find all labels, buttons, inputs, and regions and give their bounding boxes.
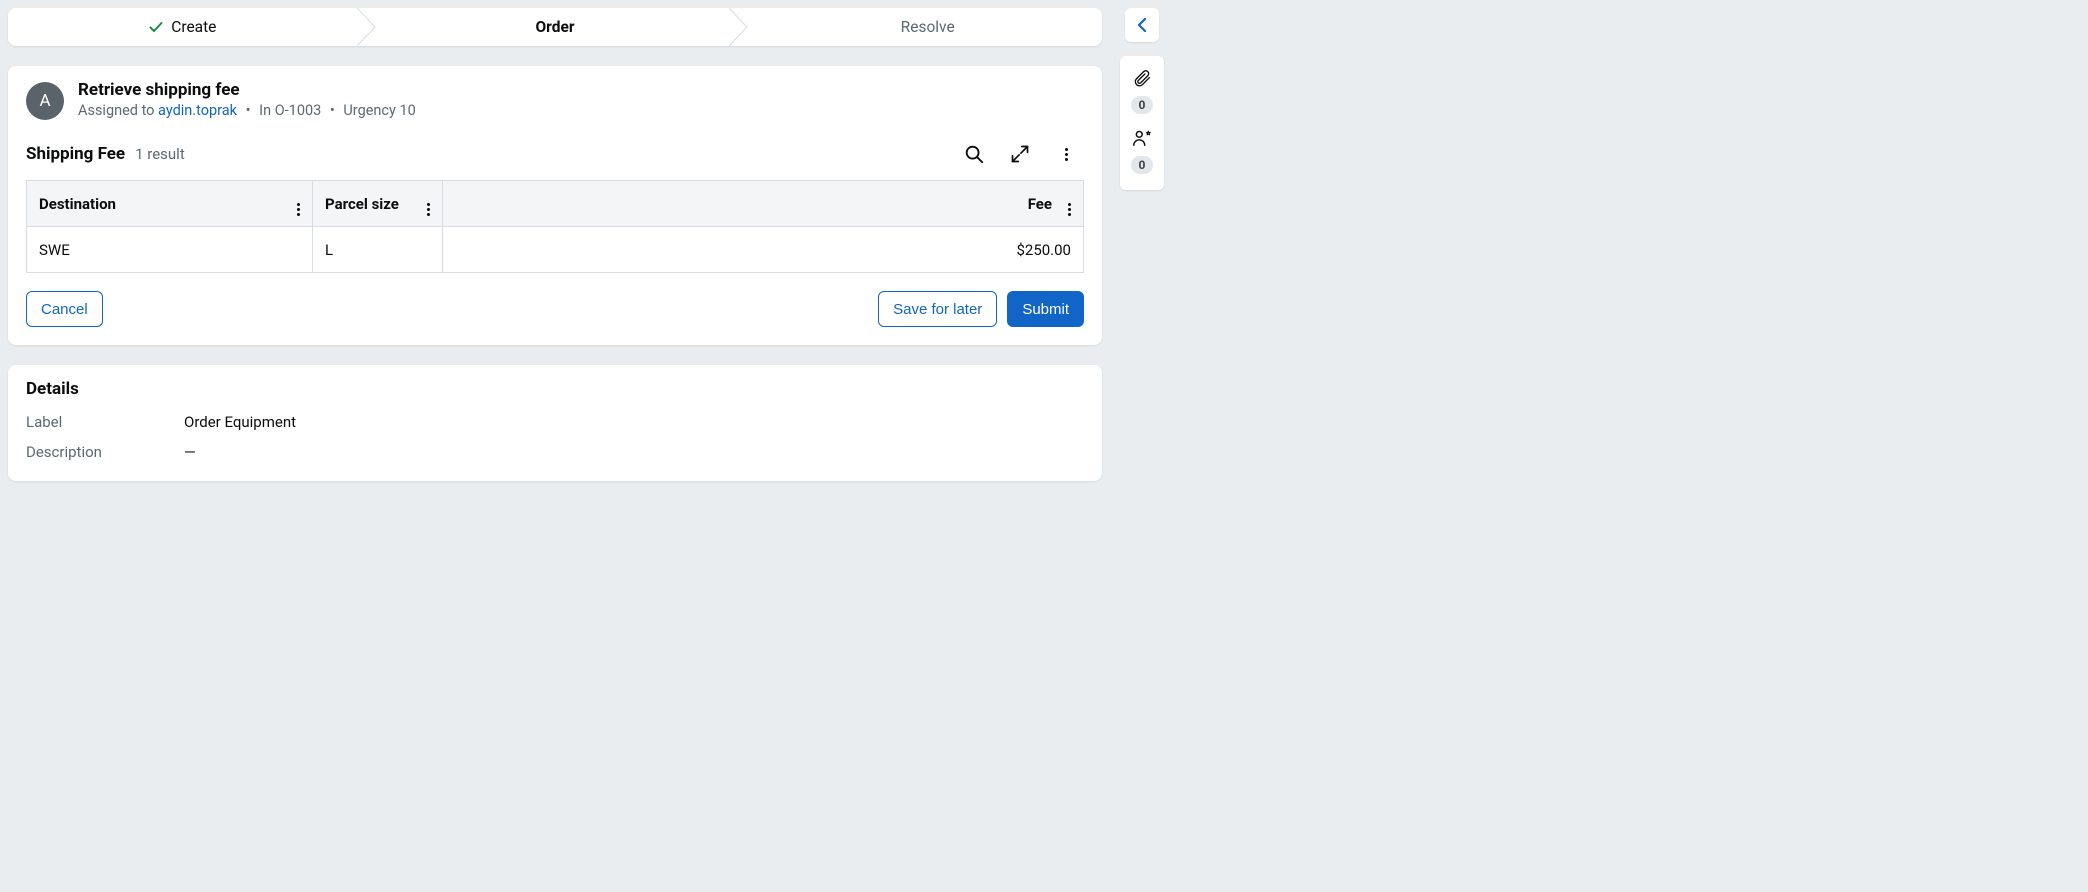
right-sidebar: 0 0	[1120, 8, 1164, 190]
step-resolve[interactable]: Resolve	[753, 8, 1102, 46]
attachments-icon[interactable]	[1130, 66, 1154, 90]
assignee-link[interactable]: aydin.toprak	[158, 102, 237, 119]
column-header-destination[interactable]: Destination	[27, 181, 313, 227]
step-divider	[729, 8, 753, 46]
column-menu-icon[interactable]	[419, 192, 430, 216]
details-card: Details Label Order Equipment Descriptio…	[8, 365, 1102, 481]
save-for-later-button[interactable]: Save for later	[878, 291, 997, 327]
more-menu-icon[interactable]	[1054, 142, 1078, 166]
attachments-count-badge: 0	[1131, 96, 1153, 114]
collapse-sidebar-button[interactable]	[1125, 8, 1159, 42]
column-menu-icon[interactable]	[1060, 192, 1071, 216]
step-order[interactable]: Order	[381, 8, 730, 46]
cell-fee: $250.00	[443, 227, 1084, 273]
task-card: A Retrieve shipping fee Assigned to aydi…	[8, 66, 1102, 345]
details-title: Details	[26, 379, 1084, 399]
table-row[interactable]: SWE L $250.00	[27, 227, 1084, 273]
case-reference: In O-1003	[259, 102, 321, 119]
workflow-stepper: Create Order Resolve	[8, 8, 1102, 46]
cell-destination: SWE	[27, 227, 313, 273]
meta-separator: •	[330, 102, 335, 119]
details-value: —	[184, 443, 196, 461]
column-label: Fee	[1028, 195, 1052, 213]
task-title: Retrieve shipping fee	[78, 80, 416, 100]
followers-icon[interactable]	[1130, 126, 1154, 150]
meta-separator: •	[246, 102, 251, 119]
assignee-avatar[interactable]: A	[26, 82, 64, 120]
shipping-fee-table: Destination Parcel size Fee	[26, 180, 1084, 273]
details-row-description: Description —	[26, 437, 1084, 467]
column-label: Destination	[39, 195, 116, 213]
check-icon	[148, 19, 164, 35]
step-label: Create	[171, 18, 216, 36]
expand-icon[interactable]	[1008, 142, 1032, 166]
table-header-row: Destination Parcel size Fee	[27, 181, 1084, 227]
column-header-parcel-size[interactable]: Parcel size	[313, 181, 443, 227]
followers-count-badge: 0	[1131, 156, 1153, 174]
submit-button[interactable]: Submit	[1007, 291, 1084, 327]
details-label: Description	[26, 443, 184, 461]
details-value: Order Equipment	[184, 413, 296, 431]
search-icon[interactable]	[962, 142, 986, 166]
step-divider	[357, 8, 381, 46]
column-menu-icon[interactable]	[289, 192, 300, 216]
column-label: Parcel size	[325, 195, 399, 213]
urgency-label: Urgency 10	[343, 102, 415, 119]
details-row-label: Label Order Equipment	[26, 407, 1084, 437]
task-meta: Assigned to aydin.toprak • In O-1003 • U…	[78, 102, 416, 119]
section-title: Shipping Fee	[26, 144, 125, 164]
column-header-fee[interactable]: Fee	[443, 181, 1084, 227]
step-label: Order	[536, 18, 575, 36]
cancel-button[interactable]: Cancel	[26, 291, 103, 327]
step-label: Resolve	[901, 18, 955, 36]
step-create[interactable]: Create	[8, 8, 357, 46]
utility-panel: 0 0	[1120, 56, 1164, 190]
details-label: Label	[26, 413, 184, 431]
cell-parcel-size: L	[313, 227, 443, 273]
assigned-prefix: Assigned to	[78, 102, 158, 119]
result-count: 1 result	[135, 145, 185, 163]
